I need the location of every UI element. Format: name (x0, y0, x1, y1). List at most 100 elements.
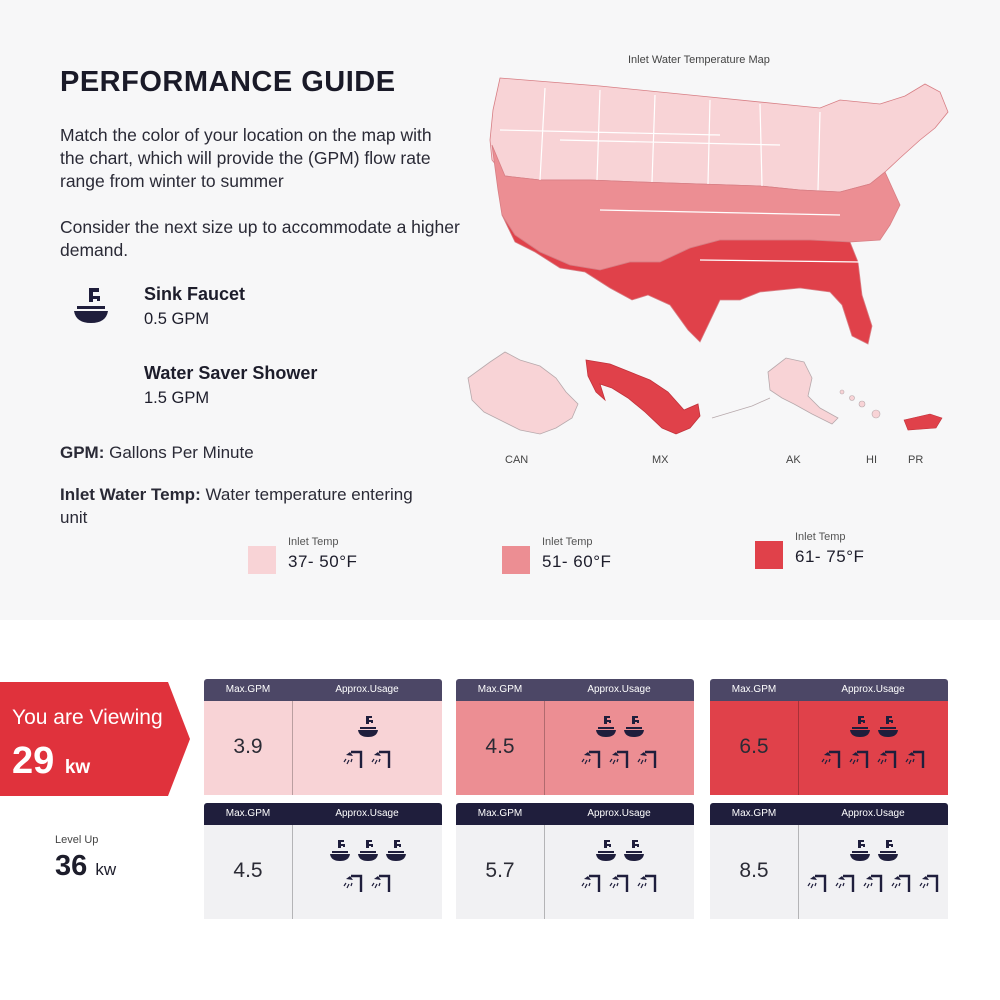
usa-map (489, 77, 949, 345)
usage-icons (293, 825, 442, 919)
usage-icons (799, 701, 948, 795)
levelup-kw: 36 kw (55, 850, 116, 883)
sink-faucet-icon (877, 716, 898, 737)
gpm-card: Max.GPM Approx.Usage 6.5 (710, 679, 948, 795)
card-header: Max.GPM Approx.Usage (204, 803, 442, 825)
header-approx-usage: Approx.Usage (587, 808, 651, 819)
usage-icons (545, 701, 694, 795)
gpm-card: Max.GPM Approx.Usage 4.5 (456, 679, 694, 795)
card-body: 8.5 (710, 825, 948, 919)
header-max-gpm: Max.GPM (225, 808, 271, 819)
shower-icon (637, 750, 656, 768)
legend-caption: Inlet Temp (288, 536, 339, 548)
level-up: Level Up 36 kw (55, 834, 116, 883)
shower-icon (371, 874, 390, 892)
sink-faucet-icon (623, 716, 644, 737)
sink-row (293, 715, 442, 739)
temperature-map (467, 77, 949, 435)
description-map-instructions: Match the color of your location on the … (60, 125, 432, 191)
card-body: 4.5 (204, 825, 442, 919)
sink-faucet-icon (357, 840, 378, 861)
card-divider (798, 825, 799, 919)
legend-range: 37- 50°F (288, 552, 358, 571)
sink-row (293, 839, 442, 863)
legend-range: 51- 60°F (542, 552, 612, 571)
shower-row (293, 749, 442, 773)
gpm-card: Max.GPM Approx.Usage 8.5 (710, 803, 948, 919)
shower-icon (919, 874, 938, 892)
sink-row (545, 715, 694, 739)
term: GPM: (60, 443, 105, 462)
card-body: 6.5 (710, 701, 948, 795)
shower-row (799, 749, 948, 773)
mexico-map (585, 359, 701, 435)
alaska-shape (767, 357, 839, 425)
sink-faucet-icon (849, 840, 870, 861)
shower-icon (637, 874, 656, 892)
fixture-name: Sink Faucet (144, 284, 246, 304)
sink-faucet-icon (385, 840, 406, 861)
fixture-value: 1.5 GPM (144, 389, 210, 407)
max-gpm-value: 5.7 (485, 859, 515, 882)
usage-icons (799, 825, 948, 919)
sink-faucet-icon (74, 288, 108, 323)
shower-icon (877, 750, 896, 768)
usa-zone-warm (501, 214, 873, 345)
sink-faucet-icon (357, 716, 378, 737)
gpm-card: Max.GPM Approx.Usage 4.5 (204, 803, 442, 919)
sink-faucet-icon (329, 840, 350, 861)
shower-row (799, 873, 948, 897)
viewing-kw: 29 kw (12, 740, 90, 783)
viewing-kw-value: 29 (12, 740, 55, 782)
shower-icon (343, 750, 362, 768)
card-divider (544, 701, 545, 795)
card-header: Max.GPM Approx.Usage (204, 679, 442, 701)
shower-icon (905, 750, 924, 768)
shower-row (545, 749, 694, 773)
shower-icon (609, 874, 628, 892)
alaska-map (711, 357, 839, 425)
shower-icon (807, 874, 826, 892)
levelup-kw-unit: kw (95, 860, 117, 879)
shower-icon (821, 750, 840, 768)
card-header: Max.GPM Approx.Usage (710, 803, 948, 825)
shower-icon (609, 750, 628, 768)
header-approx-usage: Approx.Usage (841, 808, 905, 819)
shower-icon (891, 874, 910, 892)
card-header: Max.GPM Approx.Usage (456, 803, 694, 825)
canada-shape (467, 351, 579, 435)
header-max-gpm: Max.GPM (225, 684, 271, 695)
sink-faucet-icon (595, 840, 616, 861)
header-approx-usage: Approx.Usage (335, 684, 399, 695)
card-body: 3.9 (204, 701, 442, 795)
levelup-kw-value: 36 (55, 850, 88, 882)
mexico-shape (585, 359, 701, 435)
header-max-gpm: Max.GPM (731, 808, 777, 819)
usage-icons (293, 701, 442, 795)
fixture-name: Water Saver Shower (144, 363, 318, 383)
fixture-value: 0.5 GPM (144, 310, 210, 328)
header-approx-usage: Approx.Usage (335, 808, 399, 819)
term: Inlet Water Temp: (60, 485, 201, 504)
region-label-canada: CAN (505, 454, 529, 466)
puerto-rico-map (903, 413, 943, 431)
region-label-hawaii: HI (866, 454, 877, 466)
card-divider (292, 825, 293, 919)
max-gpm-value: 4.5 (485, 735, 515, 758)
card-header: Max.GPM Approx.Usage (710, 679, 948, 701)
sink-row (799, 715, 948, 739)
legend-swatch (502, 546, 530, 574)
sink-faucet-icon (623, 840, 644, 861)
definition-gpm: GPM: Gallons Per Minute (60, 441, 440, 464)
header-approx-usage: Approx.Usage (587, 684, 651, 695)
card-body: 5.7 (456, 825, 694, 919)
sink-faucet-icon (595, 716, 616, 737)
sink-faucet-icon (877, 840, 898, 861)
usage-icons (545, 825, 694, 919)
term-text: Gallons Per Minute (104, 443, 254, 462)
region-label-alaska: AK (786, 454, 801, 466)
max-gpm-value: 8.5 (739, 859, 769, 882)
card-divider (292, 701, 293, 795)
shower-icon (581, 874, 600, 892)
hawaii-map (839, 389, 881, 419)
